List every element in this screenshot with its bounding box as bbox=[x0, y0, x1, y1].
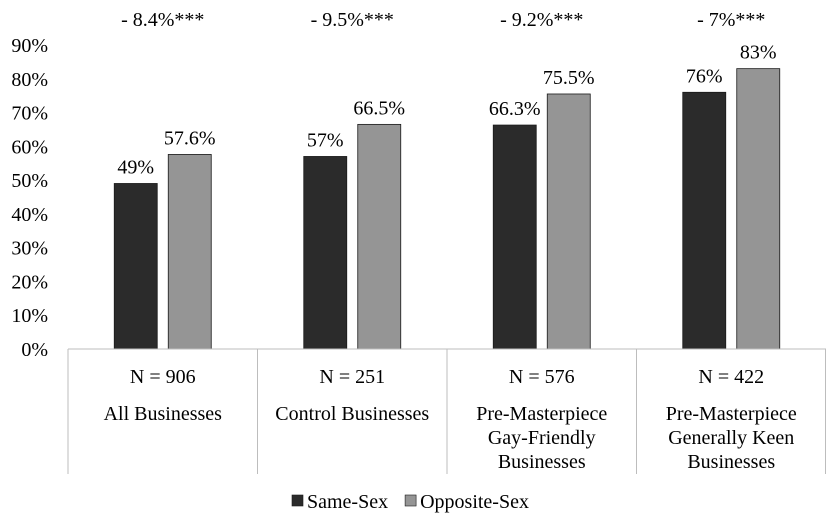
category-label: Pre-Masterpiece bbox=[666, 403, 797, 425]
sample-size-label: N = 906 bbox=[130, 366, 196, 388]
sample-size-label: N = 422 bbox=[698, 366, 764, 388]
bar-opposite-sex bbox=[167, 154, 212, 350]
category-label: Businesses bbox=[498, 451, 586, 473]
legend-label: Same-Sex bbox=[307, 491, 388, 513]
y-tick-label: 20% bbox=[11, 271, 48, 293]
bar-value-label: 83% bbox=[740, 42, 777, 64]
y-tick-label: 90% bbox=[11, 35, 48, 57]
category-label: Businesses bbox=[687, 451, 775, 473]
bar-same-sex bbox=[492, 124, 537, 350]
sample-size-label: N = 251 bbox=[319, 366, 385, 388]
difference-annotation: - 9.5%*** bbox=[311, 9, 394, 31]
bar-same-sex bbox=[682, 91, 727, 350]
bar-value-label: 75.5% bbox=[543, 67, 595, 89]
y-tick-label: 80% bbox=[11, 69, 48, 91]
y-tick-label: 0% bbox=[21, 339, 48, 361]
bar-value-label: 57.6% bbox=[164, 127, 216, 149]
sample-size-label: N = 576 bbox=[509, 366, 575, 388]
category-label: Pre-Masterpiece bbox=[476, 403, 607, 425]
y-tick-label: 60% bbox=[11, 136, 48, 158]
y-tick-label: 30% bbox=[11, 238, 48, 260]
difference-annotation: - 8.4%*** bbox=[121, 9, 204, 31]
bar-same-sex bbox=[113, 183, 158, 350]
category-label: Generally Keen bbox=[668, 427, 794, 449]
bar-opposite-sex bbox=[736, 68, 781, 350]
legend-label: Opposite-Sex bbox=[420, 491, 529, 513]
difference-annotation: - 9.2%*** bbox=[500, 9, 583, 31]
bar-opposite-sex bbox=[546, 93, 591, 350]
y-tick-label: 70% bbox=[11, 103, 48, 125]
y-tick-label: 50% bbox=[11, 170, 48, 192]
bar-value-label: 57% bbox=[307, 129, 344, 151]
y-tick-label: 40% bbox=[11, 204, 48, 226]
bar-value-label: 66.3% bbox=[489, 98, 541, 120]
category-label: All Businesses bbox=[104, 403, 223, 425]
bar-same-sex bbox=[303, 156, 348, 350]
category-label: Control Businesses bbox=[275, 403, 429, 425]
bar-value-label: 66.5% bbox=[353, 97, 405, 119]
difference-annotation: - 7%*** bbox=[697, 9, 765, 31]
bar-value-label: 76% bbox=[686, 65, 723, 87]
y-tick-label: 10% bbox=[11, 305, 48, 327]
bar-value-label: 49% bbox=[117, 156, 154, 178]
legend-swatch-opposite-sex bbox=[404, 494, 417, 507]
bar-opposite-sex bbox=[357, 123, 402, 350]
category-label: Gay-Friendly bbox=[488, 427, 596, 449]
legend-swatch-same-sex bbox=[291, 494, 304, 507]
